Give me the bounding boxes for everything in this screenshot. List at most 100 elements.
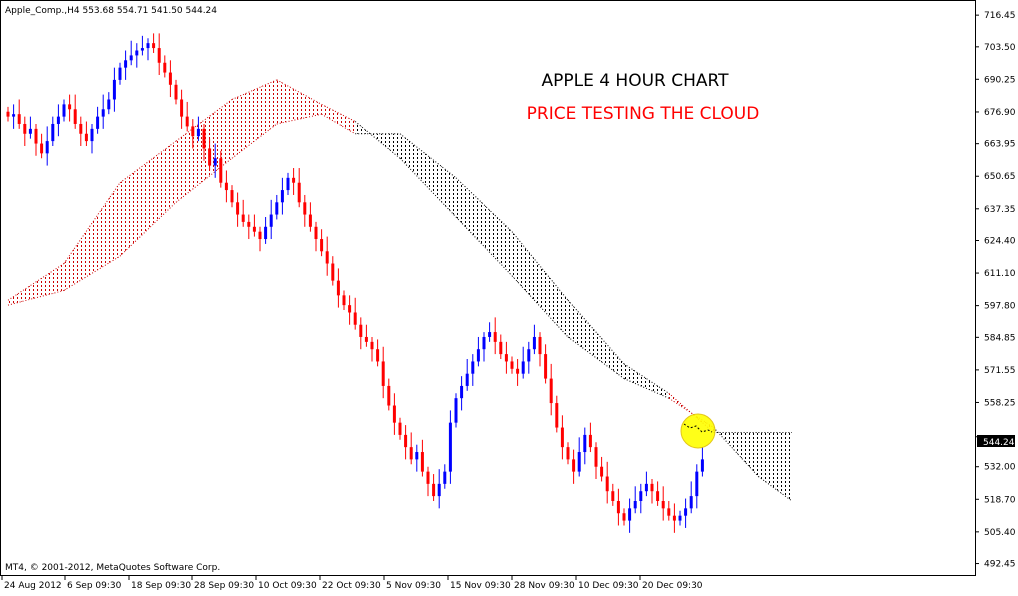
candle-body <box>135 50 139 56</box>
x-tick-label: 18 Sep 09:30 <box>131 581 191 591</box>
candle-body <box>163 62 167 73</box>
candle-body <box>308 214 312 227</box>
candle-body <box>353 312 357 325</box>
candle-body <box>443 471 447 484</box>
candle-body <box>342 295 346 306</box>
cloud-span-a <box>354 121 401 159</box>
candle-body <box>504 354 508 362</box>
candle-body <box>628 508 632 521</box>
symbol-info: Apple_Comp.,H4 553.68 554.71 541.50 544.… <box>5 6 217 16</box>
candle-body <box>700 459 704 472</box>
candle-body <box>45 141 49 154</box>
cloud-span-a <box>231 79 278 100</box>
candle-body <box>616 501 620 514</box>
y-tick-label: 492.45 <box>984 560 1016 570</box>
y-tick-label: 532.00 <box>984 463 1016 473</box>
x-tick-label: 5 Nov 09:30 <box>386 581 441 591</box>
cloud-segment <box>512 231 568 337</box>
y-tick-label: 676.90 <box>984 108 1016 118</box>
candle-body <box>527 349 531 362</box>
copyright-text: MT4, © 2001-2012, MetaQuotes Software Co… <box>5 563 220 573</box>
cloud-span-b <box>321 113 356 135</box>
candle-body <box>325 251 329 264</box>
candle-body <box>594 447 598 467</box>
candle-body <box>275 202 279 215</box>
candle-body <box>51 123 55 142</box>
candle-body <box>398 422 402 435</box>
candle-body <box>437 483 441 497</box>
candle-body <box>482 336 486 350</box>
candle-body <box>264 226 268 240</box>
candle-body <box>521 361 525 374</box>
candle-body <box>499 341 503 355</box>
candle-body <box>370 341 374 350</box>
candle-body <box>236 202 240 215</box>
cloud-span-b <box>231 123 278 159</box>
price-axis[interactable]: 716.45 703.50 690.25 676.90 663.95 650.65 637.… <box>975 11 1016 570</box>
cloud-span-a <box>758 476 793 502</box>
cloud-segment <box>321 104 356 134</box>
candle-body <box>202 128 206 149</box>
chart-title: APPLE 4 HOUR CHART <box>541 71 729 91</box>
candle-body <box>258 231 262 240</box>
candle-body <box>101 109 105 117</box>
cloud-span-a <box>7 263 65 301</box>
candle-body <box>538 336 542 355</box>
candle-body <box>392 405 396 423</box>
candle-body <box>611 491 615 501</box>
candle-body <box>28 128 32 134</box>
candle-body <box>124 60 128 68</box>
candle-body <box>196 128 200 137</box>
candle-body <box>695 471 699 497</box>
candle-body <box>269 214 273 227</box>
y-tick-label: 518.70 <box>984 495 1016 505</box>
candle-body <box>566 447 570 460</box>
plot-frame <box>0 0 976 576</box>
candle-body <box>672 515 676 521</box>
candle-body <box>639 491 643 501</box>
y-tick-label: 650.65 <box>984 172 1016 182</box>
candle-body <box>605 476 609 492</box>
candle-body <box>336 280 340 296</box>
candle-body <box>213 158 217 166</box>
candle-body <box>146 43 150 49</box>
y-tick-label: 505.40 <box>984 528 1016 538</box>
candle-body <box>454 398 458 423</box>
candle-body <box>157 48 161 63</box>
candle-body <box>656 491 660 501</box>
y-tick-label: 571.55 <box>984 366 1016 376</box>
current-price-label: 544.24 <box>983 438 1015 448</box>
cloud-segment <box>120 141 176 257</box>
highlight-circle <box>680 413 716 449</box>
cloud-span-a <box>623 378 670 399</box>
x-tick-label: 10 Oct 09:30 <box>258 581 317 591</box>
cloud-segment <box>456 177 512 276</box>
candle-body <box>544 354 548 379</box>
candle-body <box>96 116 100 129</box>
y-tick-label: 703.50 <box>984 43 1016 53</box>
candle-body <box>168 72 172 85</box>
candle-body <box>650 483 654 492</box>
candle-body <box>191 126 195 137</box>
candle-body <box>667 508 671 516</box>
candle-body <box>34 128 38 144</box>
time-axis[interactable]: 24 Aug 2012 6 Sep 09:30 18 Sep 09:30 28 Sep… <box>1 575 703 591</box>
candle-body <box>409 447 413 460</box>
candle-body <box>73 109 77 124</box>
candle-body <box>79 123 83 134</box>
x-tick-label: 28 Nov 09:30 <box>514 581 575 591</box>
candle-body <box>23 123 27 134</box>
candle-body <box>107 99 111 110</box>
candle-body <box>471 361 475 374</box>
candle-body <box>280 190 284 203</box>
x-tick-label: 10 Dec 09:30 <box>578 581 639 591</box>
candle-body <box>247 221 251 227</box>
candle-body <box>62 104 66 117</box>
candle-body <box>40 143 44 154</box>
candle-body <box>493 332 497 342</box>
y-tick-label: 690.25 <box>984 75 1016 85</box>
candle-body <box>303 202 307 215</box>
candle-body <box>314 226 318 240</box>
